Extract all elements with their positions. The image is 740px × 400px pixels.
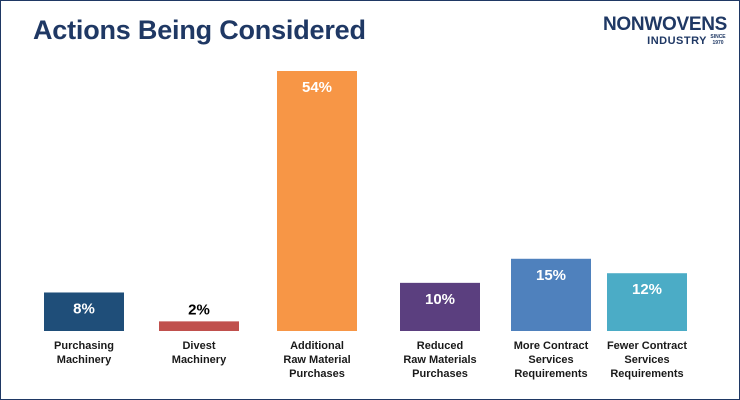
category-label-1: Divest Machinery	[172, 340, 227, 366]
bar-0	[44, 292, 124, 331]
nonwovens-industry-logo: NONWOVENS INDUSTRY SINCE 1970	[595, 15, 727, 49]
category-label-4: More Contract Services Requirements	[514, 340, 589, 380]
bar-value-label-4: 15%	[536, 267, 566, 284]
category-label-0: Purchasing Machinery	[54, 340, 114, 366]
bar-4	[511, 258, 591, 331]
bar-2	[277, 71, 357, 331]
bar-3	[400, 282, 480, 331]
logo-wordmark: NONWOVENS	[603, 14, 727, 35]
bar-value-label-3: 10%	[425, 291, 455, 308]
chart-title: Actions Being Considered	[33, 15, 366, 45]
bar-1	[159, 321, 239, 331]
bar-value-label-5: 12%	[632, 281, 662, 298]
category-label-5: Fewer Contract Services Requirements	[607, 340, 687, 380]
bar-5	[607, 273, 687, 331]
category-label-3: Reduced Raw Materials Purchases	[403, 340, 476, 380]
logo-subline: INDUSTRY	[647, 35, 707, 47]
category-label-2: Additional Raw Material Purchases	[283, 340, 350, 380]
bar-value-label-1: 2%	[188, 301, 210, 318]
bar-value-label-2: 54%	[302, 79, 332, 96]
bar-value-label-0: 8%	[73, 300, 95, 317]
logo-since-badge: SINCE 1970	[710, 34, 726, 46]
